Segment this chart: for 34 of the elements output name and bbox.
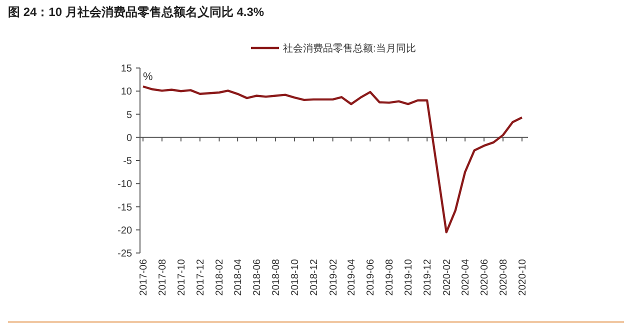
x-tick-label: 2019-06 [366,258,377,296]
line-series [142,85,524,234]
y-tick-label: -25 [118,248,132,260]
x-tick-label: 2017-08 [157,258,168,296]
y-tick-label: 0 [126,132,132,144]
x-tick-label: 2017-06 [138,258,150,296]
x-tick-label: 2019-10 [404,258,415,296]
x-tick-label: 2018-08 [271,258,282,296]
legend-label: 社会消费品零售总额:当月同比 [283,42,416,54]
x-tick-label: 2020-10 [518,258,528,296]
x-tick-label: 2020-02 [442,258,453,296]
chart-title: 图 24：10 月社会消费品零售总额名义同比 4.3% [8,5,264,19]
y-tick-label: 15 [120,64,132,74]
x-tick-label: 2018-12 [309,258,320,296]
y-tick-label: -5 [123,156,132,167]
y-axis-title: % [143,71,153,83]
x-tick-label: 2018-06 [252,258,264,296]
y-tick-label: 10 [120,86,132,98]
x-tick-label: 2018-04 [233,258,244,296]
y-tick-label: -20 [118,225,132,236]
x-tick-label: 2017-10 [176,258,188,296]
x-tick-label: 2019-08 [384,258,396,296]
x-tick-label: 2018-02 [214,258,226,296]
x-tick-label: 2020-06 [480,258,491,296]
x-tick-label: 2019-12 [422,258,434,296]
x-tick-label: 2020-08 [498,258,510,296]
x-tick-label: 2019-04 [346,258,358,296]
x-tick-label: 2017-12 [195,258,206,296]
y-tick-label: -15 [118,202,132,214]
x-tick-label: 2018-10 [290,258,302,296]
y-tick-label: 5 [126,110,132,121]
y-tick-label: -10 [118,179,132,190]
x-tick-label: 2020-04 [460,258,472,296]
x-tick-label: 2019-02 [328,258,340,296]
